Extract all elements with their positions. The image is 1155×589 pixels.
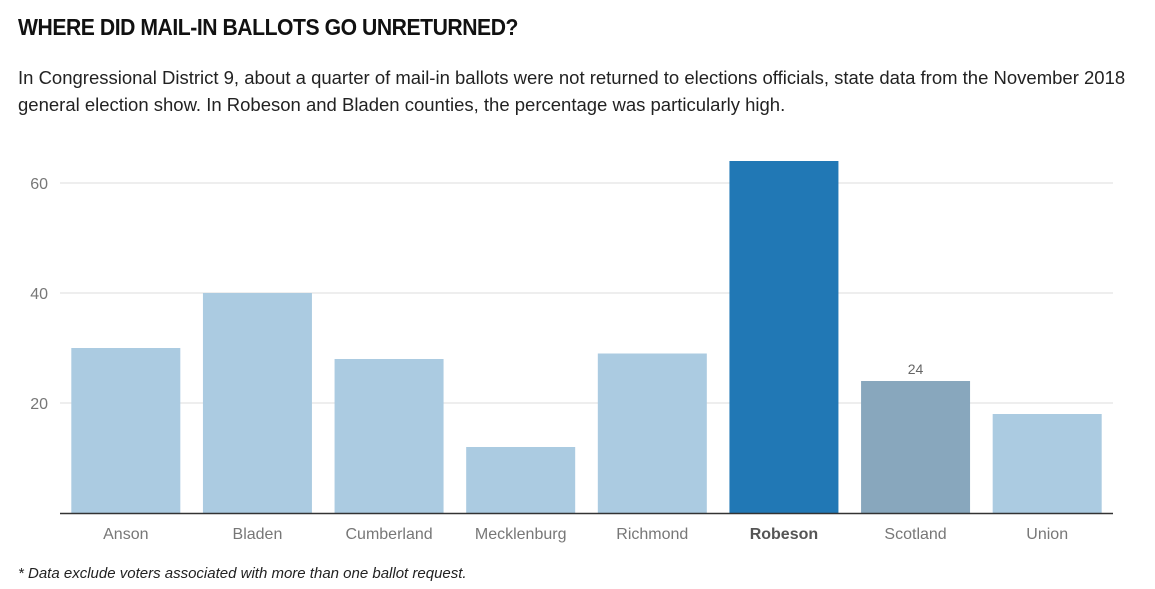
bar-bladen <box>202 293 312 513</box>
x-axis-ticks: Anson Bladen Cumberland Mecklenburg Richmond… <box>103 526 1068 543</box>
x-tick-label-scotland: Scotland <box>884 526 946 543</box>
bar-mecklenburg <box>466 447 576 513</box>
x-tick-label-anson: Anson <box>103 526 148 543</box>
y-axis-ticks: 20 40 60 <box>30 176 48 413</box>
y-tick-label: 60 <box>30 176 48 193</box>
chart-subtitle: In Congressional District 9, about a qua… <box>18 67 1126 115</box>
x-tick-label-robeson: Robeson <box>750 526 818 543</box>
data-label-scotland: 24 <box>908 361 924 377</box>
chart-title: WHERE DID MAIL-IN BALLOTS GO UNRETURNED? <box>18 14 518 40</box>
x-tick-label-union: Union <box>1026 526 1068 543</box>
x-tick-label-bladen: Bladen <box>233 526 283 543</box>
bar-scotland <box>861 381 971 513</box>
bar-chart: 20 40 60 24 Anson Bladen Cumberland Mecklenbu… <box>30 161 1113 543</box>
bar-richmond <box>597 353 707 513</box>
x-tick-label-cumberland: Cumberland <box>345 526 432 543</box>
y-tick-label: 40 <box>30 286 48 303</box>
x-tick-label-mecklenburg: Mecklenburg <box>475 526 567 543</box>
bar-robeson <box>729 161 839 513</box>
x-tick-label-richmond: Richmond <box>616 526 688 543</box>
bar-cumberland <box>334 359 444 513</box>
footnote: * Data exclude voters associated with mo… <box>18 565 467 582</box>
bar-anson <box>71 348 181 513</box>
bars <box>71 161 1102 513</box>
y-tick-label: 20 <box>30 396 48 413</box>
data-labels: 24 <box>908 361 924 377</box>
bar-union <box>992 414 1102 513</box>
